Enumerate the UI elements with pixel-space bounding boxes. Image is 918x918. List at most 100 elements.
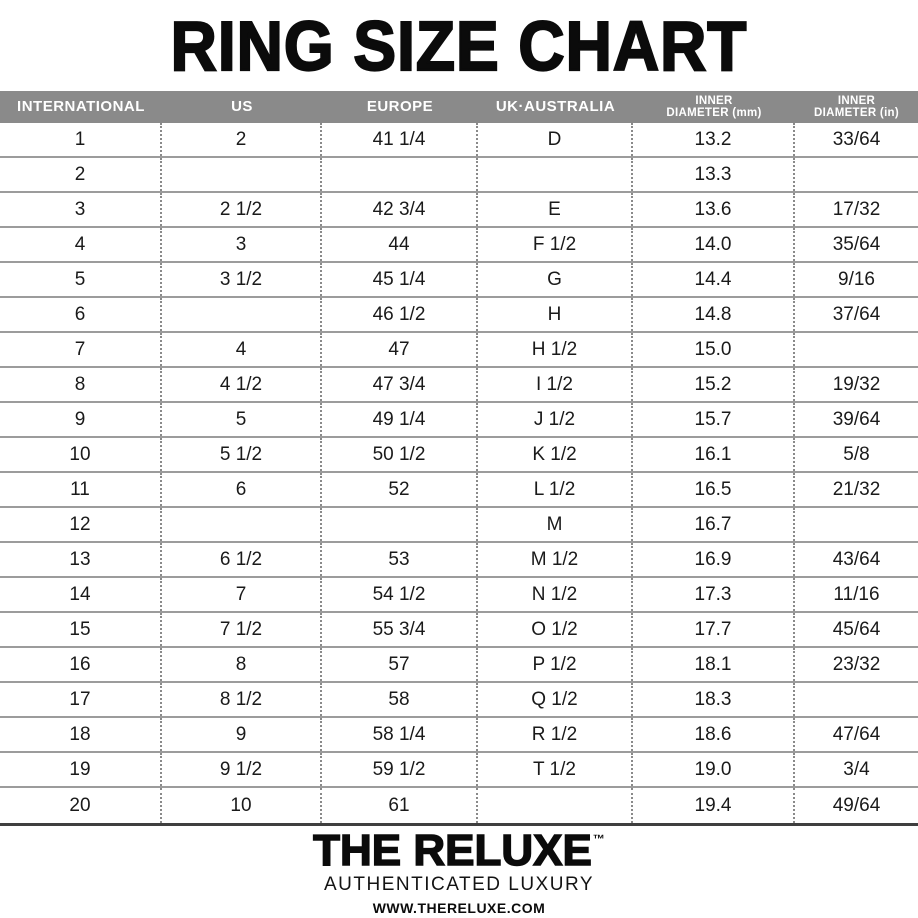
table-cell: 37/64	[832, 303, 881, 325]
column-header-international: INTERNATIONAL	[17, 98, 145, 116]
table-cell: 17.3	[633, 578, 795, 611]
table-header-row: INTERNATIONAL US EUROPE UK·AUSTRALIA INN…	[0, 91, 918, 123]
table-cell: 8	[0, 368, 162, 401]
table-cell	[162, 298, 322, 331]
table-cell: 15.0	[633, 333, 795, 366]
table-cell: 2	[0, 158, 162, 191]
table-cell: 18	[0, 718, 162, 751]
table-cell	[162, 508, 322, 541]
table-cell: 11/16	[833, 583, 880, 605]
table-cell: 52	[322, 473, 478, 506]
table-cell: T 1/2	[478, 753, 633, 786]
table-cell: 16.7	[633, 508, 795, 541]
table-cell: L 1/2	[478, 473, 633, 506]
table-cell: 5 1/2	[162, 438, 322, 471]
table-cell: 45/64	[832, 618, 881, 640]
table-row: 11 6 52 L 1/2 16.5 21/32	[0, 473, 918, 508]
table-cell: 4	[0, 228, 162, 261]
table-body: 1 2 41 1/4 D 13.2 33/64 2 13.3 3 2 1/2 42 3/4 E 13.6…	[0, 123, 918, 826]
table-cell: 53	[322, 543, 478, 576]
table-cell: 3	[0, 193, 162, 226]
table-cell: 45 1/4	[322, 263, 478, 296]
table-cell: 16.5	[633, 473, 795, 506]
table-cell: 5	[162, 403, 322, 436]
table-cell: 10	[0, 438, 162, 471]
table-row: 17 8 1/2 58 Q 1/2 18.3	[0, 683, 918, 718]
table-row: 13 6 1/2 53 M 1/2 16.9 43/64	[0, 543, 918, 578]
table-cell: 2 1/2	[162, 193, 322, 226]
table-cell	[322, 158, 478, 191]
table-cell: 18.3	[633, 683, 795, 716]
table-cell: 49 1/4	[322, 403, 478, 436]
table-cell: 61	[322, 788, 478, 823]
table-cell: P 1/2	[478, 648, 633, 681]
table-cell: 8 1/2	[162, 683, 322, 716]
table-cell: 43/64	[832, 548, 881, 570]
table-cell: 3 1/2	[162, 263, 322, 296]
table-cell: 33/64	[832, 128, 881, 150]
table-cell: 3/4	[843, 758, 870, 780]
table-cell: 17/32	[832, 198, 881, 220]
table-cell: 9 1/2	[162, 753, 322, 786]
brand-name: THE RELUXE	[312, 826, 592, 875]
table-cell: O 1/2	[478, 613, 633, 646]
table-row: 18 9 58 1/4 R 1/2 18.6 47/64	[0, 718, 918, 753]
table-cell: 42 3/4	[322, 193, 478, 226]
table-cell	[795, 508, 918, 541]
table-cell: 6 1/2	[162, 543, 322, 576]
table-cell: 15.2	[633, 368, 795, 401]
column-header-inner-diameter-mm: INNER DIAMETER (mm)	[666, 94, 762, 119]
footer: THE RELUXE ™ AUTHENTICATED LUXURY WWW.TH…	[0, 826, 918, 918]
table-cell: 2	[162, 123, 322, 156]
table-cell: 14.4	[633, 263, 795, 296]
table-cell: 58 1/4	[322, 718, 478, 751]
table-cell: 6	[162, 473, 322, 506]
table-row: 7 4 47 H 1/2 15.0	[0, 333, 918, 368]
table-cell: G	[478, 263, 633, 296]
table-cell: 18.6	[633, 718, 795, 751]
table-cell: 4 1/2	[162, 368, 322, 401]
table-cell: 15.7	[633, 403, 795, 436]
table-row: 12 M 16.7	[0, 508, 918, 543]
table-cell: 35/64	[832, 233, 881, 255]
table-cell: N 1/2	[478, 578, 633, 611]
table-row: 15 7 1/2 55 3/4 O 1/2 17.7 45/64	[0, 613, 918, 648]
table-cell: 19.4	[633, 788, 795, 823]
table-cell: 14.8	[633, 298, 795, 331]
column-header-uk-australia: UK·AUSTRALIA	[495, 98, 616, 116]
table-cell	[322, 508, 478, 541]
table-cell: 55 3/4	[322, 613, 478, 646]
table-cell: Q 1/2	[478, 683, 633, 716]
table-cell: D	[478, 123, 633, 156]
table-cell: 39/64	[832, 408, 881, 430]
table-cell: 9/16	[838, 268, 875, 290]
table-cell: 19/32	[832, 373, 881, 395]
table-row: 16 8 57 P 1/2 18.1 23/32	[0, 648, 918, 683]
brand-logo: THE RELUXE ™	[312, 826, 605, 875]
column-header-europe: EUROPE	[366, 98, 434, 116]
table-cell: J 1/2	[478, 403, 633, 436]
table-cell: 16.9	[633, 543, 795, 576]
page-title: RING SIZE CHART	[170, 6, 748, 86]
table-cell: 18.1	[633, 648, 795, 681]
brand-tagline: AUTHENTICATED LUXURY	[324, 874, 594, 896]
table-cell: F 1/2	[478, 228, 633, 261]
table-cell	[478, 158, 633, 191]
table-cell: 7	[0, 333, 162, 366]
table-cell: M 1/2	[478, 543, 633, 576]
table-cell: 10	[162, 788, 322, 823]
table-cell: 13.6	[633, 193, 795, 226]
table-cell: 15	[0, 613, 162, 646]
table-cell: 7 1/2	[162, 613, 322, 646]
table-cell: 14	[0, 578, 162, 611]
brand-website: WWW.THERELUXE.COM	[372, 900, 546, 917]
table-row: 2 13.3	[0, 158, 918, 193]
table-row: 9 5 49 1/4 J 1/2 15.7 39/64	[0, 403, 918, 438]
column-header-inner-diameter-in: INNER DIAMETER (in)	[813, 94, 900, 119]
table-cell: 9	[162, 718, 322, 751]
table-cell: 41 1/4	[322, 123, 478, 156]
trademark-symbol: ™	[592, 832, 605, 846]
